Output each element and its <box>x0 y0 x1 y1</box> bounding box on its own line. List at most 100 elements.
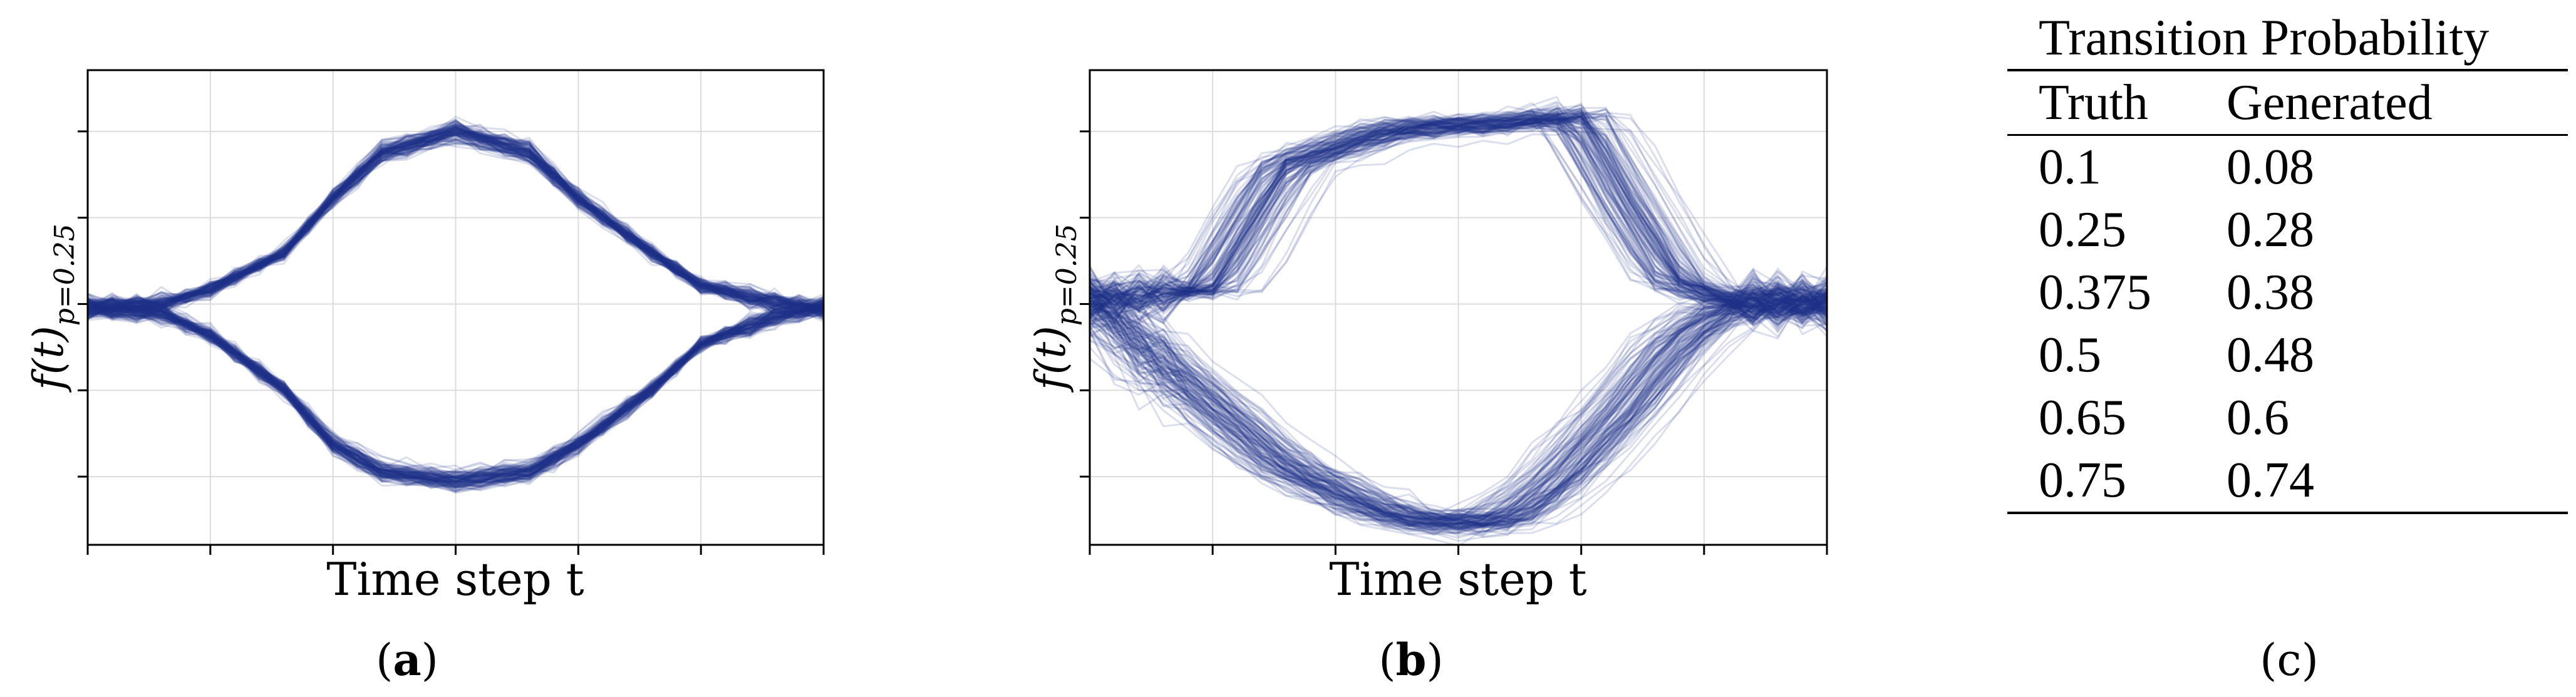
series-line-lower-branch <box>1089 302 1828 525</box>
series-line-upper-branch <box>1089 111 1828 327</box>
series-line-upper-branch <box>87 135 824 319</box>
series-line-upper-branch <box>87 118 824 313</box>
series-line-upper-branch <box>87 123 824 320</box>
series-line-upper-branch <box>1089 114 1828 325</box>
series-line-upper-branch <box>1089 115 1828 336</box>
series-line-lower-branch <box>1089 299 1828 518</box>
cell-generated: 0.08 <box>2227 140 2314 195</box>
series-line-lower-branch <box>87 300 824 477</box>
series-line-upper-branch <box>1089 119 1828 325</box>
series-line-upper-branch <box>87 130 824 318</box>
series-line-lower-branch <box>1089 296 1828 525</box>
series-line-upper-branch <box>87 130 824 312</box>
series-line-lower-branch <box>87 301 824 478</box>
series-line-lower-branch <box>87 298 824 490</box>
series-line-lower-branch <box>87 299 824 487</box>
series-line-lower-branch <box>1089 287 1828 527</box>
series-line-lower-branch <box>87 301 824 483</box>
series-line-upper-branch <box>1089 113 1828 308</box>
series-line-upper-branch <box>1089 118 1828 318</box>
series-line-lower-branch <box>1089 287 1828 522</box>
series-line-upper-branch <box>87 134 824 312</box>
series-line-lower-branch <box>1089 291 1828 522</box>
series-line-upper-branch <box>1089 117 1828 323</box>
table-c-caption: (c) <box>2260 634 2319 686</box>
series-line-upper-branch <box>1089 108 1828 324</box>
series-line-lower-branch <box>1089 283 1828 539</box>
series-line-upper-branch <box>1089 102 1828 333</box>
series-line-upper-branch <box>1089 108 1828 316</box>
cell-truth: 0.375 <box>2039 265 2151 320</box>
series-line-lower-branch <box>1089 285 1828 535</box>
series-line-lower-branch <box>1089 284 1828 524</box>
series-line-lower-branch <box>1089 281 1828 528</box>
series-line-upper-branch <box>1089 95 1828 318</box>
series-line-upper-branch <box>87 128 824 307</box>
series-line-lower-branch <box>1089 284 1828 518</box>
series-line-upper-branch <box>1089 115 1828 323</box>
series-line-lower-branch <box>87 307 824 492</box>
panel-a-xlabel: Time step t <box>326 553 584 606</box>
series-line-lower-branch <box>1089 281 1828 527</box>
series-line-upper-branch <box>87 132 824 318</box>
series-line-upper-branch <box>87 129 824 317</box>
series-line-upper-branch <box>87 128 824 309</box>
series-line-lower-branch <box>87 306 824 488</box>
series-line-upper-branch <box>1089 111 1828 320</box>
series-line-upper-branch <box>87 133 824 320</box>
cell-truth: 0.25 <box>2039 202 2126 257</box>
series-line-upper-branch <box>1089 114 1828 323</box>
series-line-lower-branch <box>87 302 824 484</box>
series-line-upper-branch <box>87 123 824 313</box>
series-line-lower-branch <box>87 301 824 483</box>
series-line-lower-branch <box>1089 290 1828 537</box>
series-line-upper-branch <box>1089 115 1828 313</box>
series-line-lower-branch <box>87 304 824 489</box>
series-line-upper-branch <box>87 135 824 311</box>
series-line-lower-branch <box>87 306 824 487</box>
cell-generated: 0.48 <box>2227 328 2314 383</box>
series-line-upper-branch <box>87 142 824 312</box>
series-line-upper-branch <box>1089 126 1828 319</box>
series-line-lower-branch <box>87 302 824 492</box>
panel-b-chart: Time step t f(t)p=0.25 (b) <box>1027 69 1828 686</box>
series-line-upper-branch <box>87 130 824 316</box>
series-line-lower-branch <box>87 294 824 488</box>
series-line-upper-branch <box>1089 114 1828 317</box>
series-line-lower-branch <box>1089 286 1828 532</box>
panel-b-caption: (b) <box>1379 634 1444 686</box>
series-line-lower-branch <box>87 301 824 485</box>
series-line-upper-branch <box>87 133 824 312</box>
series-line-upper-branch <box>1089 114 1828 306</box>
series-line-upper-branch <box>1089 119 1828 322</box>
series-line-upper-branch <box>87 115 824 316</box>
series-line-lower-branch <box>87 311 824 482</box>
series-line-lower-branch <box>1089 287 1828 526</box>
series-line-upper-branch <box>87 121 824 309</box>
series-line-lower-branch <box>1089 284 1828 521</box>
series-line-lower-branch <box>1089 279 1828 531</box>
series-line-lower-branch <box>1089 279 1828 522</box>
series-line-lower-branch <box>87 302 824 488</box>
series-line-upper-branch <box>87 133 824 316</box>
series-line-lower-branch <box>1089 281 1828 527</box>
series-line-upper-branch <box>1089 130 1828 318</box>
series-line-upper-branch <box>87 125 824 314</box>
series-line-lower-branch <box>1089 288 1828 525</box>
series-line-upper-branch <box>1089 110 1828 310</box>
series-line-upper-branch <box>87 130 824 318</box>
series-line-upper-branch <box>1089 115 1828 305</box>
series-line-upper-branch <box>1089 117 1828 314</box>
series-line-lower-branch <box>87 304 824 478</box>
series-line-lower-branch <box>1089 286 1828 536</box>
series-line-upper-branch <box>87 126 824 313</box>
table-row: 0.65 0.6 <box>2007 386 2571 449</box>
series-line-upper-branch <box>87 124 824 314</box>
series-line-lower-branch <box>87 304 824 487</box>
series-line-lower-branch <box>1089 296 1828 521</box>
series-line-upper-branch <box>87 118 824 315</box>
series-line-upper-branch <box>1089 115 1828 324</box>
series-line-lower-branch <box>1089 276 1828 535</box>
series-line-upper-branch <box>87 126 824 314</box>
series-line-lower-branch <box>1089 272 1828 528</box>
